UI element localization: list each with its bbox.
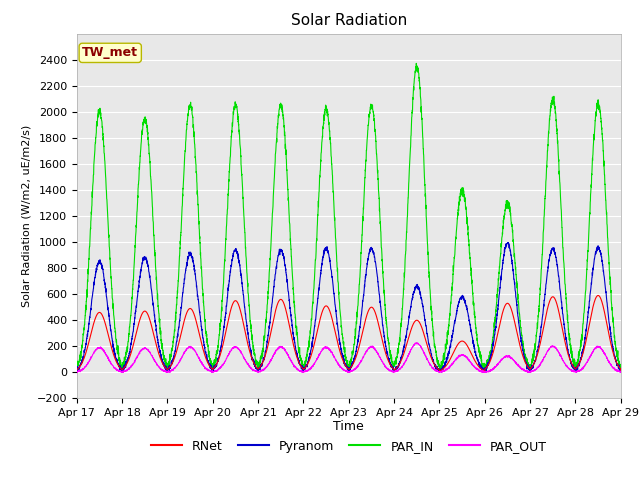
Y-axis label: Solar Radiation (W/m2, uE/m2/s): Solar Radiation (W/m2, uE/m2/s) [21, 125, 31, 307]
Legend: RNet, Pyranom, PAR_IN, PAR_OUT: RNet, Pyranom, PAR_IN, PAR_OUT [146, 435, 552, 458]
X-axis label: Time: Time [333, 420, 364, 432]
Text: TW_met: TW_met [82, 47, 138, 60]
Title: Solar Radiation: Solar Radiation [291, 13, 407, 28]
